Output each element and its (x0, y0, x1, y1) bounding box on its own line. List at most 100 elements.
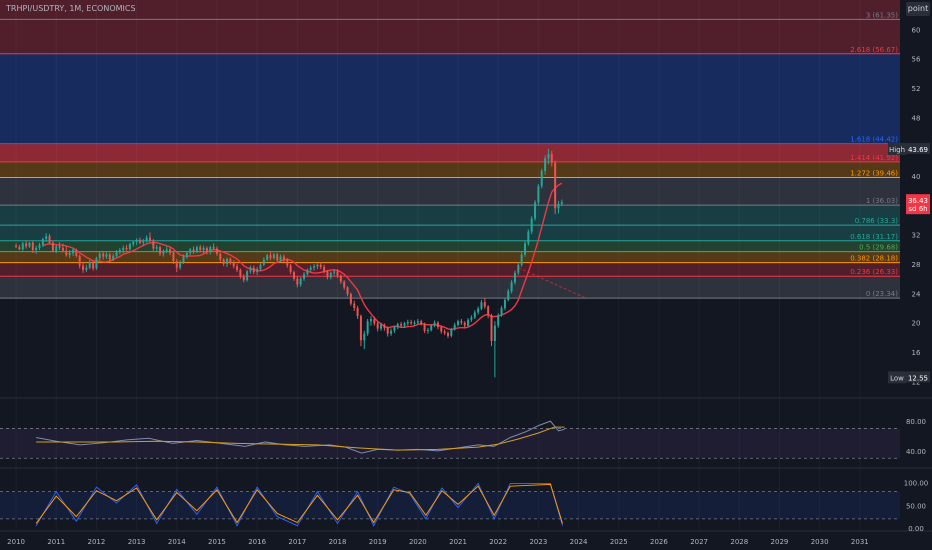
fib-label: 1.272 (39.46) (850, 169, 898, 177)
candle-body (272, 254, 275, 259)
candle-body (540, 170, 543, 187)
time-tick: 2015 (208, 538, 226, 546)
candle-body (135, 239, 138, 242)
candle-body (527, 231, 530, 244)
candle-body (159, 247, 162, 254)
candle-body (547, 154, 550, 159)
time-axis[interactable]: 2010 2011 2012 2013 2014 2015 2016 2017 2018 2019… (7, 538, 869, 546)
fib-label: 0.5 (29.68) (859, 244, 898, 252)
candle-body (369, 319, 372, 322)
candle-body (390, 330, 393, 334)
candle-body (544, 158, 547, 171)
candle-body (299, 278, 302, 285)
fib-label: 0.786 (33.3) (855, 217, 899, 225)
candle-body (326, 271, 329, 278)
fib-zone (0, 19, 900, 54)
price-tick: 24 (912, 290, 921, 298)
stoch-band (0, 491, 900, 519)
candle-body (95, 258, 98, 269)
candle-body (403, 323, 406, 326)
price-label: 36.43 (908, 197, 928, 205)
price-label-box (906, 194, 930, 215)
time-tick: 2011 (47, 538, 65, 546)
candle-body (430, 325, 433, 330)
rsi-band (0, 428, 900, 459)
candle-body (115, 252, 118, 256)
time-tick: 2016 (248, 538, 266, 546)
candle-body (349, 294, 352, 304)
candle-body (205, 247, 208, 253)
fib-label: 3 (61.35) (866, 11, 898, 19)
stoch-tick: 50.00 (906, 502, 926, 510)
candle-body (279, 256, 282, 261)
stoch-tick: 100.00 (904, 480, 929, 488)
candle-body (303, 274, 306, 279)
candle-body (410, 321, 413, 324)
candle-body (343, 281, 346, 288)
fib-label: 0.618 (31.17) (850, 233, 898, 241)
time-tick: 2024 (570, 538, 588, 546)
candle-body (182, 256, 185, 263)
candle-body (306, 269, 309, 275)
candle-body (353, 303, 356, 308)
time-tick: 2018 (329, 538, 347, 546)
candle-body (172, 253, 175, 262)
candle-body (467, 319, 470, 326)
price-tick: 56 (912, 56, 921, 64)
price-tick: 32 (912, 232, 921, 240)
candle-body (72, 250, 75, 253)
price-tick: 12 (912, 378, 921, 386)
time-tick: 2030 (811, 538, 829, 546)
candle-body (51, 242, 54, 251)
unit-button[interactable]: point (906, 2, 930, 16)
price-tick: 40 (912, 173, 921, 181)
candle-body (517, 264, 520, 273)
candle-body (309, 267, 312, 270)
fib-zone (0, 161, 900, 178)
trend-line (518, 267, 587, 299)
rsi-ma-line (36, 426, 565, 451)
price-label: sd 6h (908, 205, 927, 213)
candle-body (537, 186, 540, 203)
time-tick: 2019 (369, 538, 387, 546)
candle-body (520, 254, 523, 265)
candle-body (262, 259, 265, 265)
candle-body (15, 245, 18, 248)
candle-body (108, 254, 111, 260)
time-tick: 2028 (730, 538, 748, 546)
price-tick: 52 (912, 85, 921, 93)
candle-body (507, 291, 510, 300)
price-axis[interactable]: 60565248444036322824201612High43.6936.43… (888, 26, 930, 386)
candle-body (148, 237, 151, 241)
candle-body (102, 253, 105, 257)
candle-body (169, 249, 172, 253)
fib-label: 2.618 (56.67) (850, 46, 898, 54)
price-tick: 48 (912, 114, 921, 122)
candle-body (165, 249, 168, 251)
candle-body (413, 322, 416, 324)
candle-body (276, 254, 279, 261)
candle-body (463, 322, 466, 326)
candle-body (75, 250, 78, 256)
candle-body (286, 259, 289, 266)
candle-body (380, 324, 383, 329)
candle-body (82, 265, 85, 270)
candle-body (323, 266, 326, 272)
candle-body (58, 246, 61, 248)
candle-body (346, 287, 349, 295)
fib-zone (0, 205, 900, 226)
candle-body (426, 330, 429, 331)
candle-body (259, 264, 262, 270)
candle-body (112, 255, 115, 260)
candle-body (98, 253, 101, 259)
candle-body (386, 327, 389, 334)
candle-body (118, 250, 121, 253)
stoch-pane: 100.00 50.00 0.00 (0, 480, 928, 533)
candle-body (282, 256, 285, 260)
candle-body (128, 244, 131, 250)
time-tick: 2017 (288, 538, 306, 546)
candle-body (236, 266, 239, 270)
candle-body (493, 325, 496, 341)
moving-average-line (42, 182, 563, 331)
